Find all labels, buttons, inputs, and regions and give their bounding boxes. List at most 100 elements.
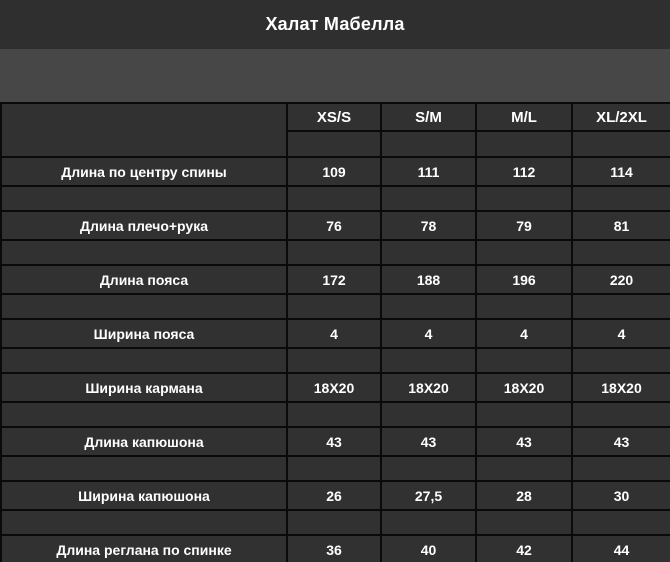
table-row: Ширина пояса 4 4 4 4 — [0, 318, 670, 349]
column-header-xl-2xl: XL/2XL — [571, 102, 670, 132]
row-label: Длина капюшона — [0, 426, 288, 457]
size-value: 18Х20 — [286, 372, 382, 403]
size-value: 43 — [380, 426, 477, 457]
size-value: 188 — [380, 264, 477, 295]
size-value: 76 — [286, 210, 382, 241]
size-value: 30 — [571, 480, 670, 511]
spacer-cell — [475, 347, 573, 374]
spacer-cell — [571, 455, 670, 482]
spacer-cell — [0, 239, 288, 266]
table-row: Длина реглана по спинке 36 40 42 44 — [0, 534, 670, 562]
column-header-s-m: S/M — [380, 102, 477, 132]
spacer-cell — [475, 239, 573, 266]
spacer-cell — [475, 401, 573, 428]
spacer-cell — [571, 293, 670, 320]
size-value: 27,5 — [380, 480, 477, 511]
spacer-cell — [475, 293, 573, 320]
size-header-row: XS/S S/M M/L XL/2XL — [0, 102, 670, 158]
size-value: 28 — [475, 480, 573, 511]
column-header-m-l: M/L — [475, 102, 573, 132]
size-value: 18Х20 — [475, 372, 573, 403]
size-value: 4 — [571, 318, 670, 349]
spacer-cell — [286, 239, 382, 266]
spacer-cell — [380, 239, 477, 266]
spacer-cell — [286, 455, 382, 482]
spacer-cell — [475, 185, 573, 212]
row-label: Длина реглана по спинке — [0, 534, 288, 562]
size-value: 81 — [571, 210, 670, 241]
size-value: 44 — [571, 534, 670, 562]
spacer-cell — [475, 509, 573, 536]
product-title-bar: Халат Мабелла — [0, 0, 670, 49]
size-value: 109 — [286, 156, 382, 187]
spacer-cell — [286, 185, 382, 212]
spacer-cell — [380, 185, 477, 212]
spacer-cell — [380, 293, 477, 320]
spacer-row — [0, 401, 670, 428]
spacer-cell — [380, 130, 477, 158]
size-value: 111 — [380, 156, 477, 187]
size-value: 36 — [286, 534, 382, 562]
spacer-cell — [286, 347, 382, 374]
spacer-cell — [380, 509, 477, 536]
spacer-row — [0, 455, 670, 482]
spacer-cell — [571, 185, 670, 212]
size-value: 4 — [475, 318, 573, 349]
subheader-band — [0, 49, 670, 102]
spacer-cell — [571, 239, 670, 266]
size-value: 18Х20 — [571, 372, 670, 403]
row-label: Длина пояса — [0, 264, 288, 295]
spacer-cell — [571, 509, 670, 536]
size-value: 43 — [286, 426, 382, 457]
size-value: 18Х20 — [380, 372, 477, 403]
spacer-cell — [0, 455, 288, 482]
size-value: 78 — [380, 210, 477, 241]
size-value: 4 — [380, 318, 477, 349]
row-label: Длина по центру спины — [0, 156, 288, 187]
spacer-cell — [571, 347, 670, 374]
spacer-cell — [0, 401, 288, 428]
spacer-cell — [286, 293, 382, 320]
spacer-cell — [380, 347, 477, 374]
size-value: 43 — [571, 426, 670, 457]
table-row: Ширина кармана 18Х20 18Х20 18Х20 18Х20 — [0, 372, 670, 403]
spacer-cell — [0, 293, 288, 320]
size-value: 196 — [475, 264, 573, 295]
spacer-cell — [475, 130, 573, 158]
size-value: 40 — [380, 534, 477, 562]
row-label: Ширина капюшона — [0, 480, 288, 511]
spacer-cell — [286, 130, 382, 158]
spacer-cell — [571, 401, 670, 428]
row-label: Ширина кармана — [0, 372, 288, 403]
size-value: 26 — [286, 480, 382, 511]
spacer-row — [1, 130, 670, 158]
spacer-cell — [286, 509, 382, 536]
spacer-row — [0, 293, 670, 320]
size-value: 114 — [571, 156, 670, 187]
size-value: 112 — [475, 156, 573, 187]
size-value: 4 — [286, 318, 382, 349]
spacer-cell — [571, 130, 670, 158]
size-table: XS/S S/M M/L XL/2XL Длина по центру спин… — [0, 102, 670, 562]
spacer-cell — [286, 401, 382, 428]
table-row: Длина плечо+рука 76 78 79 81 — [0, 210, 670, 241]
spacer-row — [0, 347, 670, 374]
spacer-row — [0, 239, 670, 266]
size-value: 79 — [475, 210, 573, 241]
row-label: Длина плечо+рука — [0, 210, 288, 241]
table-row: Длина по центру спины 109 111 112 114 — [0, 156, 670, 187]
table-row: Длина пояса 172 188 196 220 — [0, 264, 670, 295]
corner-cell — [0, 102, 288, 158]
size-value: 220 — [571, 264, 670, 295]
column-header-xs-s: XS/S — [286, 102, 382, 132]
table-row: Ширина капюшона 26 27,5 28 30 — [0, 480, 670, 511]
spacer-cell — [0, 347, 288, 374]
spacer-cell — [380, 455, 477, 482]
spacer-row — [0, 509, 670, 536]
spacer-cell — [475, 455, 573, 482]
spacer-cell — [0, 185, 288, 212]
size-value: 42 — [475, 534, 573, 562]
row-label: Ширина пояса — [0, 318, 288, 349]
size-value: 43 — [475, 426, 573, 457]
